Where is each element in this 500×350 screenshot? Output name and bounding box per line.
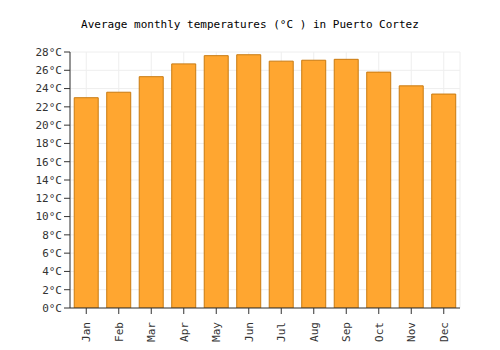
svg-text:14°C: 14°C (36, 174, 63, 187)
svg-text:8°C: 8°C (42, 229, 62, 242)
svg-text:Apr: Apr (178, 322, 191, 342)
svg-text:Feb: Feb (113, 322, 126, 342)
svg-text:Sep: Sep (340, 322, 353, 342)
svg-text:Jun: Jun (243, 322, 256, 342)
svg-text:24°C: 24°C (36, 82, 63, 95)
html-text:Average monthly temperatures (: Average monthly temperatures (°C ) in Pu… (81, 18, 419, 31)
svg-text:Nov: Nov (405, 322, 418, 342)
svg-text:18°C: 18°C (36, 137, 63, 150)
svg-text:6°C: 6°C (42, 247, 62, 260)
svg-text:16°C: 16°C (36, 156, 63, 169)
svg-text:0°C: 0°C (42, 302, 62, 315)
svg-text:10°C: 10°C (36, 210, 63, 223)
svg-text:May: May (210, 322, 223, 342)
svg-text:4°C: 4°C (42, 265, 62, 278)
svg-text:12°C: 12°C (36, 192, 63, 205)
svg-text:Jul: Jul (275, 322, 288, 342)
svg-text:Jan: Jan (80, 322, 93, 342)
svg-text:2°C: 2°C (42, 284, 62, 297)
svg-text:Aug: Aug (308, 322, 321, 342)
svg-text:22°C: 22°C (36, 101, 63, 114)
svg-text:20°C: 20°C (36, 119, 63, 132)
svg-text:26°C: 26°C (36, 64, 63, 77)
svg-text:Oct: Oct (373, 322, 386, 342)
svg-text:Dec: Dec (438, 322, 451, 342)
svg-text:Mar: Mar (145, 322, 158, 342)
svg-text:28°C: 28°C (36, 46, 63, 59)
